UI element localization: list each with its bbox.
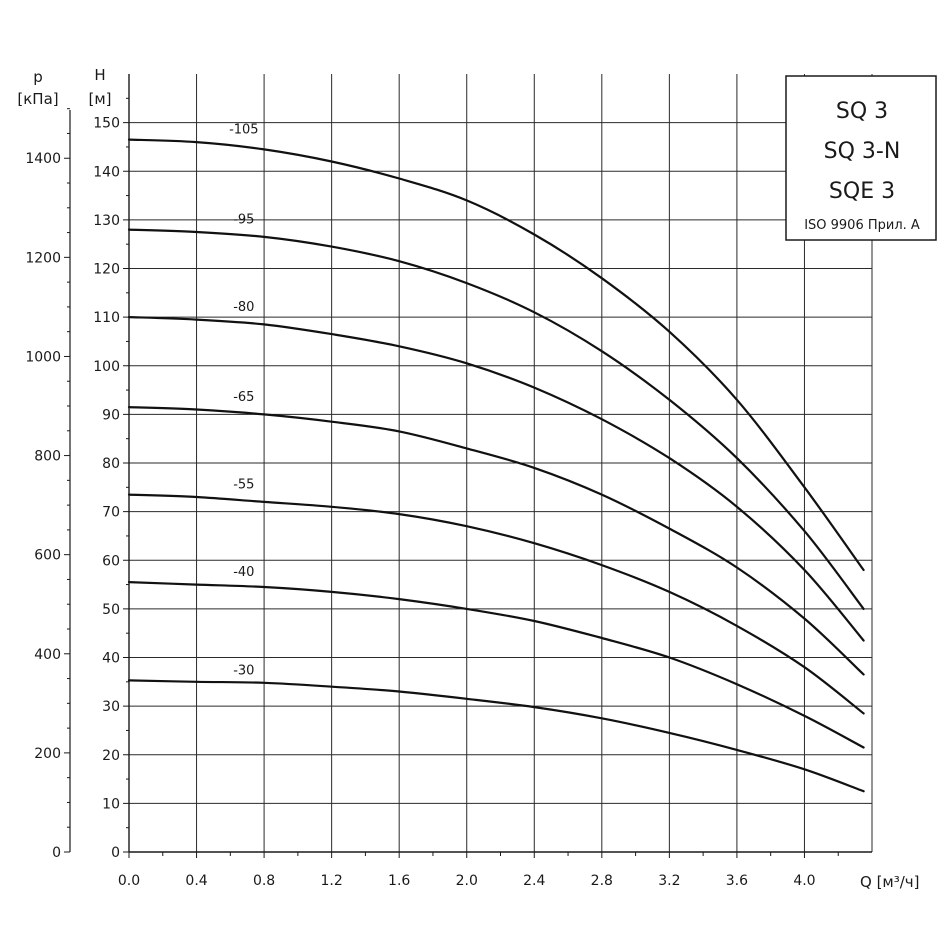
h-axis-tick-label: 80 bbox=[102, 456, 120, 472]
p-axis-tick-label: 600 bbox=[34, 548, 61, 564]
curve-label-n95: -95 bbox=[233, 213, 254, 228]
h-axis-tick-label: 110 bbox=[93, 310, 120, 326]
curve-n105 bbox=[127, 138, 865, 572]
legend-line-sq3n: SQ 3-N bbox=[824, 139, 901, 164]
q-axis-tick-label: 0.4 bbox=[185, 873, 207, 889]
legend-line-sqe3: SQE 3 bbox=[829, 179, 895, 204]
grid bbox=[128, 74, 873, 853]
p-axis-tick-label: 400 bbox=[34, 647, 61, 663]
curve-label-n40: -40 bbox=[233, 565, 254, 580]
h-axis-tick-label: 0 bbox=[111, 845, 120, 861]
q-axis-title: Q [м³/ч] bbox=[860, 873, 920, 891]
q-axis: 0.0 0.4 0.8 1.2 1.6 2.0 2.4 2.8 3.2 3.6 4.0 bbox=[118, 851, 872, 889]
curve-label-n55: -55 bbox=[233, 478, 254, 493]
legend-box: SQ 3 SQ 3-N SQE 3 ISO 9906 Прил. A bbox=[785, 75, 937, 241]
h-axis-tick-label: 60 bbox=[102, 553, 120, 569]
h-axis-tick-label: 130 bbox=[93, 213, 120, 229]
p-axis-title: p bbox=[33, 68, 43, 86]
q-axis-tick-label: 2.4 bbox=[523, 873, 545, 889]
p-axis: 0 200 400 600 800 1000 1200 1400 bbox=[25, 108, 71, 861]
curve-n95 bbox=[127, 228, 865, 610]
h-axis-tick-label: 10 bbox=[102, 796, 120, 812]
h-axis-tick-label: 40 bbox=[102, 651, 120, 667]
h-axis-tick-label: 150 bbox=[93, 116, 120, 132]
q-axis-tick-label: 2.0 bbox=[456, 873, 478, 889]
p-axis-tick-label: 200 bbox=[34, 746, 61, 762]
curve-n65 bbox=[127, 406, 865, 676]
q-axis-tick-label: 1.2 bbox=[321, 873, 343, 889]
curve-n55 bbox=[127, 493, 865, 715]
curve-n30 bbox=[127, 679, 865, 793]
curve-n40 bbox=[127, 581, 865, 749]
h-axis-tick-label: 120 bbox=[93, 262, 120, 278]
legend-standard: ISO 9906 Прил. A bbox=[804, 218, 920, 233]
q-axis-tick-label: 0.0 bbox=[118, 873, 140, 889]
p-axis-unit: [кПа] bbox=[17, 90, 58, 108]
h-axis-tick-label: 20 bbox=[102, 748, 120, 764]
p-axis-tick-label: 1000 bbox=[25, 349, 61, 365]
q-axis-tick-label: 4.0 bbox=[793, 873, 815, 889]
h-axis-tick-label: 140 bbox=[93, 164, 120, 180]
h-axis-tick-label: 70 bbox=[102, 505, 120, 521]
curve-label-n105: -105 bbox=[229, 123, 259, 138]
legend-line-sq3: SQ 3 bbox=[836, 99, 888, 124]
q-axis-tick-label: 0.8 bbox=[253, 873, 275, 889]
q-axis-tick-label: 1.6 bbox=[388, 873, 410, 889]
h-axis-tick-label: 50 bbox=[102, 602, 120, 618]
p-axis-tick-label: 1200 bbox=[25, 250, 61, 266]
p-axis-tick-label: 800 bbox=[34, 449, 61, 465]
h-axis: 0 10 20 30 40 50 60 70 80 90 100 110 120 130 140 150 bbox=[93, 74, 130, 861]
h-axis-unit: [м] bbox=[88, 90, 111, 108]
q-axis-tick-label: 2.8 bbox=[591, 873, 613, 889]
curve-label-n30: -30 bbox=[233, 663, 254, 678]
q-axis-tick-label: 3.6 bbox=[726, 873, 748, 889]
q-axis-tick-label: 3.2 bbox=[658, 873, 680, 889]
curve-label-n65: -65 bbox=[233, 390, 254, 405]
curve-label-n80: -80 bbox=[233, 300, 254, 315]
h-axis-tick-label: 30 bbox=[102, 699, 120, 715]
h-axis-tick-label: 90 bbox=[102, 407, 120, 423]
p-axis-tick-label: 0 bbox=[52, 845, 61, 861]
h-axis-title: H bbox=[94, 66, 105, 84]
curve-n80 bbox=[127, 316, 865, 642]
p-axis-tick-label: 1400 bbox=[25, 151, 61, 167]
curves: -105 -95 -80 -65 -55 -40 -30 bbox=[127, 123, 865, 793]
h-axis-tick-label: 100 bbox=[93, 359, 120, 375]
